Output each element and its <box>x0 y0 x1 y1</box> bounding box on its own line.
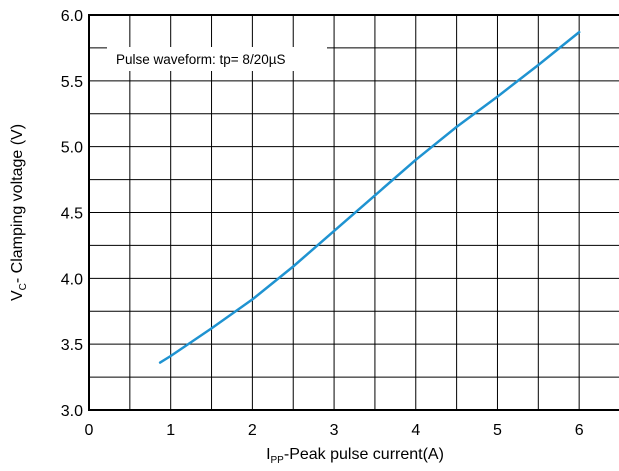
y-tick-label: 5.5 <box>61 74 83 91</box>
y-axis-title: VC- Clamping voltage (V) <box>9 124 29 301</box>
x-tick-label: 0 <box>85 422 94 439</box>
y-axis-title-rest: - Clamping voltage (V) <box>9 124 26 283</box>
x-tick-label: 6 <box>575 422 584 439</box>
y-tick-labels: 3.0 3.5 4.0 4.5 5.0 5.5 6.0 <box>61 8 83 420</box>
y-tick-label: 4.0 <box>61 271 83 288</box>
y-axis-title-main: V <box>9 290 26 301</box>
y-tick-label: 3.5 <box>61 337 83 354</box>
plot-frame <box>88 14 619 411</box>
annotation-box <box>107 47 327 71</box>
x-tick-label: 4 <box>411 422 420 439</box>
x-tick-label: 1 <box>166 422 175 439</box>
y-tick-label: 4.5 <box>61 206 83 223</box>
x-axis-title-main: I <box>266 446 270 463</box>
annotation-text: Pulse waveform: tp= 8/20µS <box>116 52 286 67</box>
series-line <box>158 30 581 364</box>
y-tick-label: 6.0 <box>61 8 83 25</box>
x-tick-label: 3 <box>330 422 339 439</box>
x-axis-title: IPP-Peak pulse current(A) <box>266 446 444 466</box>
annotation-suffix: S <box>277 52 286 67</box>
series-layer <box>158 30 581 364</box>
annotation-prefix: Pulse waveform: tp= 8/20 <box>116 52 269 67</box>
x-tick-label: 2 <box>248 422 257 439</box>
y-tick-label: 5.0 <box>61 140 83 157</box>
x-tick-labels: 0 1 2 3 4 5 6 <box>85 422 584 439</box>
annotation-mu: µ <box>269 52 277 67</box>
x-tick-label: 5 <box>493 422 502 439</box>
y-axis-title-sub: C <box>18 283 29 290</box>
y-tick-label: 3.0 <box>61 403 83 420</box>
x-axis-title-rest: -Peak pulse current(A) <box>284 446 444 463</box>
x-axis-title-sub: PP <box>271 455 285 466</box>
